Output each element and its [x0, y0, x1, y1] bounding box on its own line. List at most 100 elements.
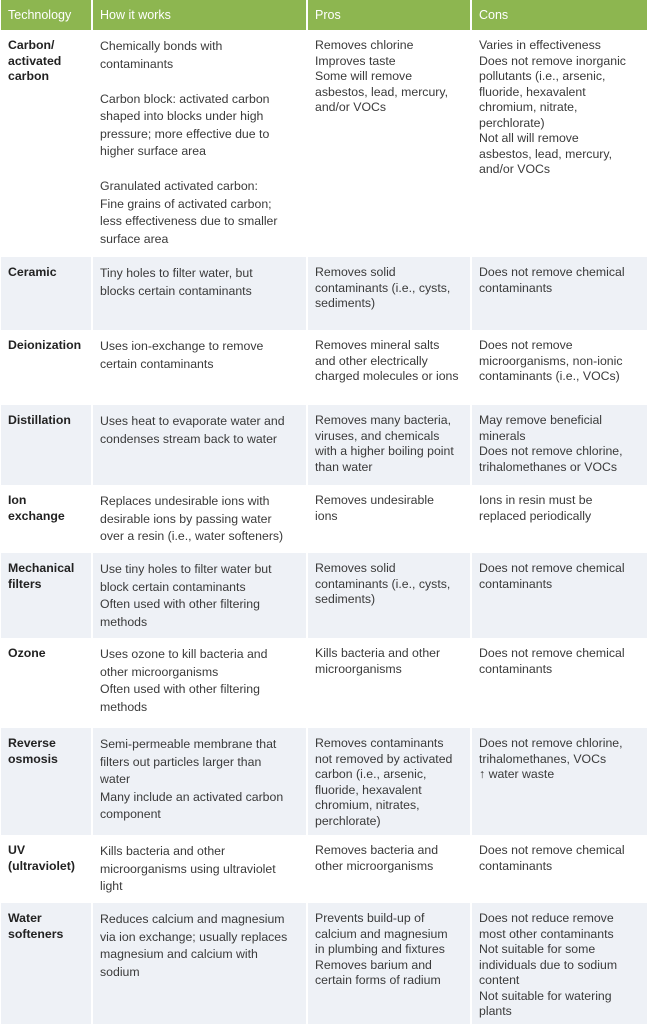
cell-line: pollutants (i.e., arsenic, [479, 69, 606, 83]
cell-line: Removes solid [315, 265, 396, 279]
cell-line: light [100, 879, 123, 893]
cell-line: softeners [8, 926, 64, 941]
table-row: Distillation Uses heat to evaporate water… [1, 405, 647, 485]
cell-cons: Does not remove chemical contaminants [472, 638, 647, 728]
spacer [100, 161, 300, 179]
cell-tech: Water softeners [1, 903, 91, 1024]
cell-line: Does not remove chemical [479, 265, 625, 279]
cell-pros: Removes undesirable ions [308, 485, 470, 553]
header-pros: Pros [308, 0, 470, 30]
cell-line: Often used with other filtering [100, 597, 260, 611]
cell-line: calcium and magnesium [315, 926, 448, 941]
cell-how: Use tiny holes to filter water but block … [93, 553, 306, 638]
cell-pros: Prevents build-up of calcium and magnesiu… [308, 903, 470, 1024]
cell-line: surface area [100, 231, 169, 246]
cell-line: Reduces calcium and magnesium [100, 912, 285, 926]
table-row: Water softeners Reduces calcium and magnes… [1, 903, 647, 1024]
cell-tech: Distillation [1, 405, 91, 485]
cell-tech: Mechanical filters [1, 553, 91, 638]
cell-line: Does not remove [479, 338, 573, 352]
cell-line: contaminants (i.e., cysts, [315, 576, 451, 591]
cell-line: Uses ion-exchange to remove [100, 339, 264, 353]
cell-line: contaminants [100, 56, 174, 71]
cell-line: Kills bacteria and other [315, 646, 441, 660]
cell-line: over a resin (i.e., water softeners) [100, 529, 284, 543]
cell-how: Uses heat to evaporate water and condense… [93, 405, 306, 485]
cell-line: sodium [100, 964, 140, 979]
cell-line: Removes mineral salts [315, 338, 440, 352]
cell-line: Carbon block: activated carbon [100, 91, 270, 106]
cell-line: shaped into blocks under high [100, 109, 264, 123]
cell-line: Use tiny holes to filter water but [100, 562, 272, 576]
cell-line: activated [8, 53, 62, 68]
cell-line: Not suitable for watering [479, 988, 612, 1003]
cell-cons: Does not remove chemical contaminants [472, 553, 647, 638]
cell-line: component [100, 807, 161, 821]
cell-line: Removes barium and [315, 957, 432, 972]
cell-line: filters out particles larger than [100, 754, 262, 769]
header-how-it-works: How it works [93, 0, 306, 30]
cell-line: carbon [8, 69, 49, 83]
cell-cons: Does not remove chemical contaminants [472, 257, 647, 330]
cell-line: Improves taste [315, 53, 396, 68]
cell-line: (ultraviolet) [8, 858, 75, 873]
cell-line: methods [100, 614, 148, 629]
cell-line: plants [479, 1004, 512, 1018]
cell-pros: Removes solid contaminants (i.e., cysts, s… [308, 553, 470, 638]
cell-line: Does not remove chemical [479, 843, 625, 857]
cell-line: Does not remove chemical [479, 646, 625, 660]
cell-line: condenses stream back to water [100, 431, 278, 446]
cell-how: Semi-permeable membrane that filters out … [93, 728, 306, 835]
cell-line: ↑ water waste [479, 767, 555, 781]
cell-line: contaminants [479, 576, 553, 591]
cell-line: UV [8, 843, 26, 857]
cell-line: block certain contaminants [100, 579, 246, 594]
cell-line: certain contaminants [100, 356, 214, 371]
cell-line: Removes solid [315, 561, 396, 575]
cell-line: replaced periodically [479, 508, 592, 523]
cell-line: certain forms of radium [315, 973, 441, 987]
cell-line: than water [315, 459, 373, 474]
cell-line: Distillation [8, 413, 71, 427]
cell-line: Granulated activated carbon: [100, 179, 258, 193]
cell-line: contaminants (i.e., cysts, [315, 280, 451, 295]
cell-line: asbestos, lead, mercury, [479, 146, 613, 161]
cell-line: Removes chlorine [315, 38, 414, 52]
cell-line: higher surface area [100, 144, 206, 158]
cell-line: water [100, 772, 131, 786]
cell-line: osmosis [8, 751, 58, 766]
cell-line: methods [100, 699, 148, 714]
cell-line: perchlorate) [479, 115, 545, 130]
table-body: Carbon/activated carbon Chemically bonds w… [1, 30, 647, 1024]
cell-line: Uses ozone to kill bacteria and [100, 647, 268, 661]
cell-line: microorganisms, non-ionic [479, 353, 623, 368]
cell-line: most other contaminants [479, 926, 614, 941]
cell-line: desirable ions by passing water [100, 511, 272, 526]
cell-line: viruses, and chemicals [315, 428, 440, 443]
cell-line: Not suitable for some [479, 942, 596, 956]
cell-tech: Carbon/activated carbon [1, 30, 91, 257]
cell-line: Fine grains of activated carbon; [100, 196, 272, 211]
cell-line: individuals due to sodium [479, 957, 618, 972]
cell-tech: Ion exchange [1, 485, 91, 553]
cell-pros: Removes mineral salts and other electrica… [308, 330, 470, 405]
cell-cons: Does not remove chlorine, trihalomethanes… [472, 728, 647, 835]
cell-line: with a higher boiling point [315, 444, 454, 458]
table-row: Deionization Uses ion-exchange to remove c… [1, 330, 647, 405]
cell-line: Mechanical [8, 561, 75, 575]
cell-line: sediments) [315, 592, 376, 606]
cell-pros: Kills bacteria and other microorganisms [308, 638, 470, 728]
header-cons: Cons [472, 0, 647, 30]
cell-line: Semi-permeable membrane that [100, 737, 277, 751]
cell-how: Uses ozone to kill bacteria and other mic… [93, 638, 306, 728]
cell-how: Replaces undesirable ions with desirable … [93, 485, 306, 553]
cell-line: pressure; more effective due to [100, 126, 270, 141]
cell-pros: Removes solid contaminants (i.e., cysts, s… [308, 257, 470, 330]
cell-how: Reduces calcium and magnesium via ion exc… [93, 903, 306, 1024]
cell-line: Prevents build-up of [315, 911, 425, 925]
cell-how: Kills bacteria and other microorganisms u… [93, 835, 306, 903]
cell-line: in plumbing and fixtures [315, 942, 445, 956]
cell-how: Uses ion-exchange to remove certain conta… [93, 330, 306, 405]
cell-line: Tiny holes to filter water, but [100, 266, 253, 280]
